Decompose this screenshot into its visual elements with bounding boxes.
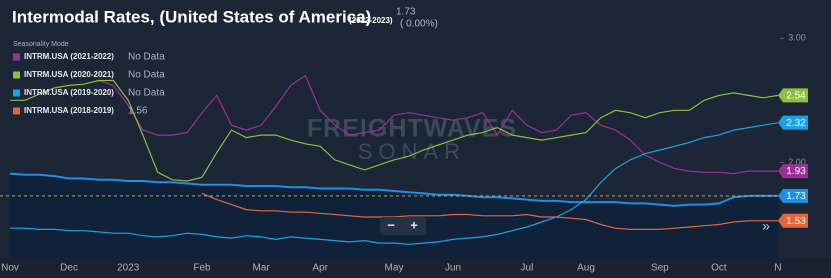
x-tick-label: Dec [60, 263, 78, 274]
x-tick-label: Apr [312, 263, 328, 274]
x-tick-label: Feb [193, 263, 211, 274]
value-tag [778, 88, 808, 103]
x-axis-band [0, 258, 831, 278]
value-tag [778, 164, 808, 179]
legend-label: INTRM.USA (2019-2020) [24, 88, 114, 97]
current-value: 1.73 [396, 7, 416, 18]
x-tick-label: Oct [711, 263, 727, 274]
chart-subtitle: (2022-2023) [349, 16, 393, 25]
series-line [201, 192, 778, 230]
value-tag-label: 1.73 [786, 191, 806, 202]
x-tick-label: Aug [577, 263, 595, 274]
change-label: ( 0.00%) [400, 19, 438, 30]
series-line [98, 74, 778, 175]
legend-title: Seasonality Mode [13, 41, 69, 48]
value-tag [778, 188, 808, 203]
legend-label: INTRM.USA (2020-2021) [24, 70, 114, 79]
x-tick-label: N [774, 263, 781, 274]
value-tag-label: 2.32 [786, 118, 806, 129]
legend-swatch [13, 89, 20, 97]
scroll-right-button[interactable]: » [762, 218, 770, 234]
x-tick-label: Jun [445, 263, 461, 274]
x-tick-label: May [385, 263, 404, 274]
x-tick-label: Sep [651, 263, 669, 274]
watermark: FREIGHTWAVES [307, 115, 517, 143]
zoom-in-button[interactable]: + [410, 217, 418, 232]
legend-value: 1.56 [128, 106, 148, 117]
series-line [10, 79, 779, 182]
zoom-controls [380, 217, 426, 235]
legend-swatch [13, 71, 20, 79]
y-tick-label: 2.00 [788, 157, 806, 167]
value-tag [778, 115, 808, 130]
value-tag-label: 1.93 [786, 166, 806, 177]
legend-value: No Data [128, 70, 165, 81]
x-tick-label: Nov [1, 263, 19, 274]
legend-label: INTRM.USA (2021-2022) [24, 52, 114, 61]
series-line [9, 172, 778, 207]
value-tag-label: 2.54 [786, 90, 806, 101]
area-fill [10, 173, 778, 258]
legend-swatch [13, 53, 20, 61]
series-line [10, 122, 779, 245]
legend-value: No Data [128, 52, 165, 63]
chart-title: Intermodal Rates, (United States of Amer… [12, 7, 371, 26]
value-tag-label: 1.53 [786, 216, 806, 227]
x-tick-label: Jul [521, 263, 534, 274]
zoom-out-button[interactable]: − [387, 217, 395, 232]
legend-label: INTRM.USA (2018-2019) [24, 106, 114, 115]
legend-value: No Data [128, 88, 165, 99]
value-tag [778, 213, 808, 228]
watermark: SONAR [358, 139, 466, 164]
x-tick-label: Mar [252, 263, 270, 274]
y-tick-label: 3.00 [788, 33, 806, 43]
x-tick-label: 2023 [117, 263, 140, 274]
legend-swatch [13, 107, 20, 115]
